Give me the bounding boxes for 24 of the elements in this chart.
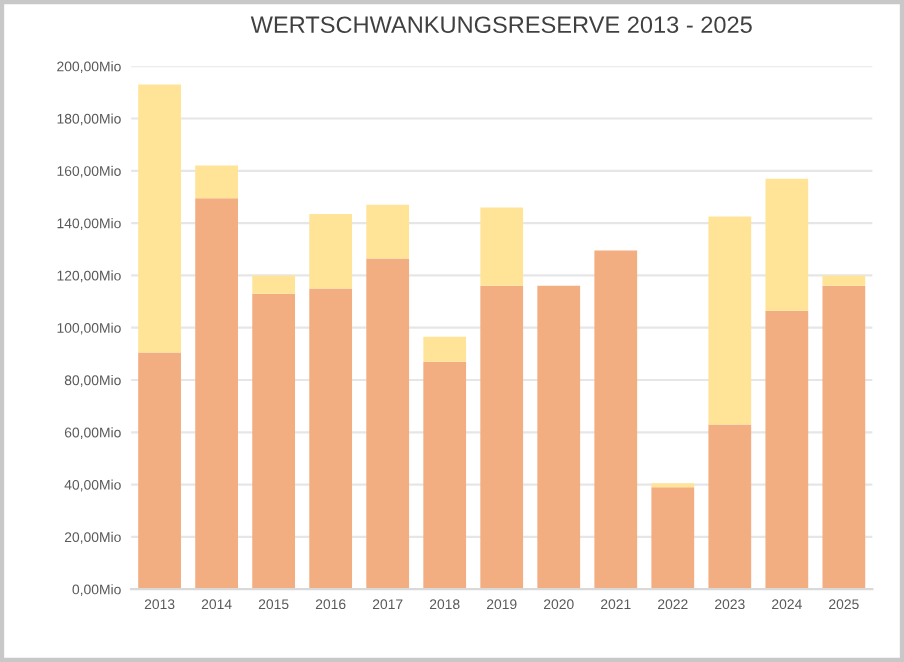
bar bbox=[594, 250, 638, 590]
bar bbox=[195, 198, 238, 590]
bar bbox=[138, 84, 181, 353]
bar bbox=[708, 216, 752, 425]
chart-title: WERTSCHWANKUNGSRESERVE 2013 - 2025 bbox=[250, 16, 752, 34]
bar bbox=[252, 293, 296, 590]
bar bbox=[138, 352, 181, 590]
bar bbox=[195, 165, 238, 199]
bar bbox=[309, 288, 353, 590]
bar bbox=[252, 275, 296, 294]
bar bbox=[480, 285, 524, 590]
bar bbox=[423, 361, 467, 590]
bar bbox=[651, 487, 695, 590]
bar bbox=[708, 424, 752, 590]
bar bbox=[309, 213, 353, 289]
bar bbox=[366, 204, 410, 259]
bar bbox=[366, 258, 410, 590]
bar bbox=[822, 275, 866, 286]
bar bbox=[537, 285, 581, 590]
bar bbox=[480, 207, 524, 286]
bar bbox=[765, 178, 809, 311]
bar bbox=[822, 285, 866, 590]
bar bbox=[423, 336, 467, 362]
bar bbox=[765, 310, 809, 590]
